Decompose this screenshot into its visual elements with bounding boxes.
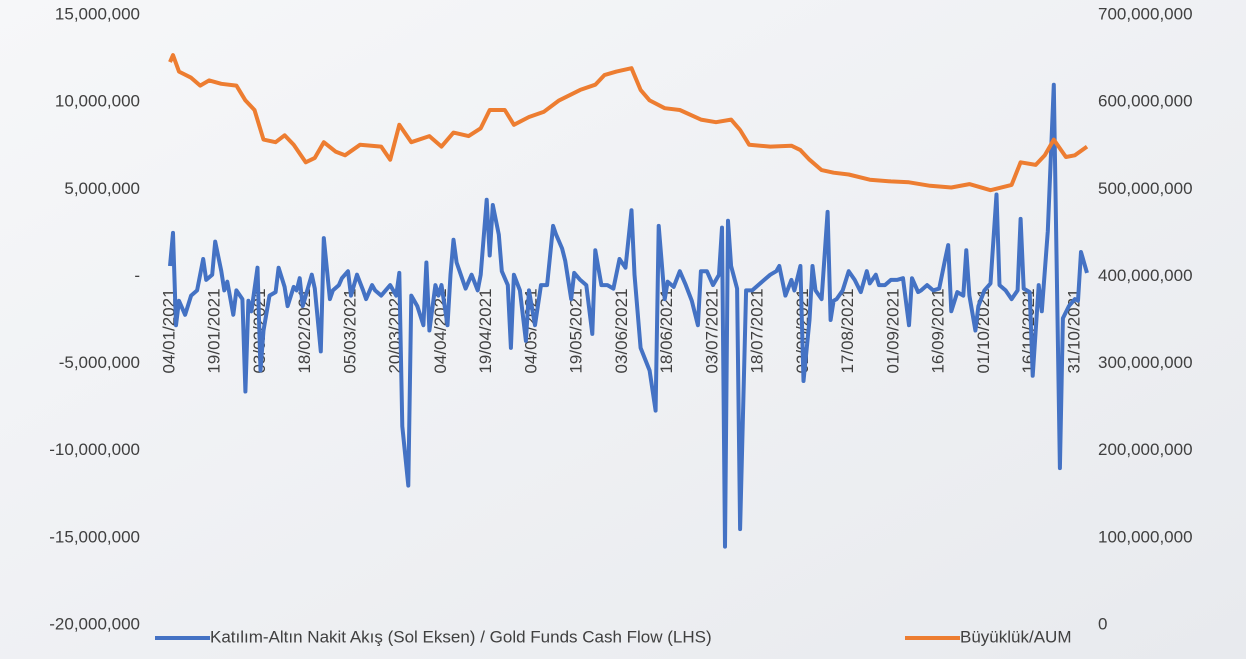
y2-tick-label: 700,000,000 [1098,4,1193,23]
x-tick-label: 19/04/2021 [476,288,495,373]
y-tick-label: - [134,266,140,285]
x-tick-label: 16/09/2021 [929,288,948,373]
y-tick-label: 15,000,000 [55,4,140,23]
y-tick-label: -15,000,000 [49,527,140,546]
x-tick-label: 18/07/2021 [748,288,767,373]
x-tick-label: 18/06/2021 [657,288,676,373]
x-tick-label: 03/06/2021 [612,288,631,373]
x-tick-label: 17/08/2021 [838,288,857,373]
y-tick-label: 10,000,000 [55,92,140,111]
series-line [168,53,1089,193]
x-tick-label: 18/02/2021 [295,288,314,373]
y-tick-label: -5,000,000 [59,353,140,372]
y2-tick-label: 200,000,000 [1098,440,1193,459]
y2-tick-label: 500,000,000 [1098,179,1193,198]
y-tick-label: -10,000,000 [49,440,140,459]
y2-tick-label: 100,000,000 [1098,527,1193,546]
legend-label: Katılım-Altın Nakit Akış (Sol Eksen) / G… [210,627,712,646]
legend-label: Büyüklük/AUM [960,627,1071,646]
y-tick-label: 5,000,000 [64,179,140,198]
x-tick-label: 19/01/2021 [205,288,224,373]
y2-tick-label: 0 [1098,614,1107,633]
x-tick-label: 03/07/2021 [702,288,721,373]
y2-tick-label: 300,000,000 [1098,353,1193,372]
series-line [168,82,1089,549]
y2-tick-label: 600,000,000 [1098,92,1193,111]
x-tick-label: 01/09/2021 [883,288,902,373]
y2-tick-label: 400,000,000 [1098,266,1193,285]
x-tick-label: 19/05/2021 [567,288,586,373]
x-tick-label: 05/03/2021 [340,288,359,373]
y-tick-label: -20,000,000 [49,614,140,633]
